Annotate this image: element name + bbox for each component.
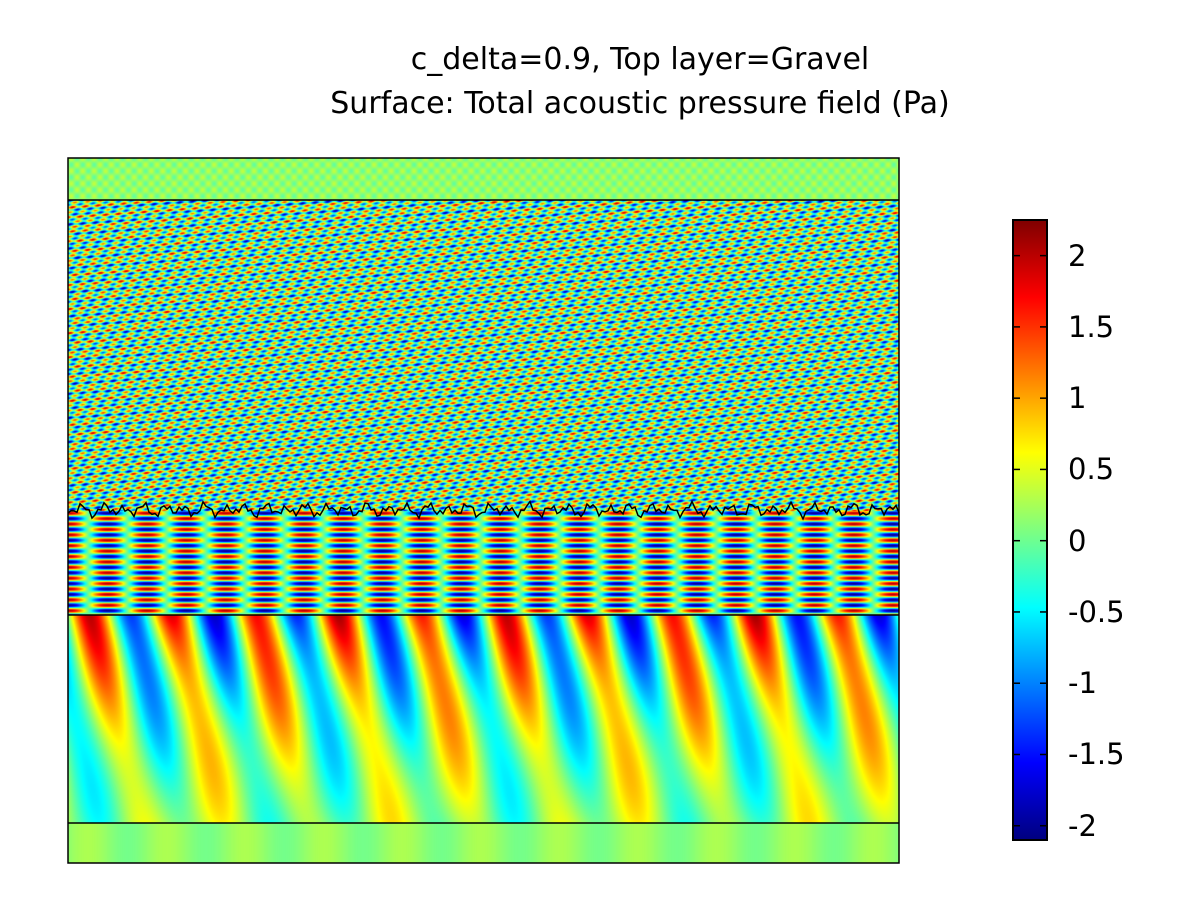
rough-interface-line: [67, 499, 900, 521]
colorbar-tick-label: -0.5: [1068, 594, 1125, 629]
colorbar-tick-label: -1.5: [1068, 737, 1125, 772]
colorbar-tick-label: 1.5: [1068, 309, 1115, 344]
chart-subtitle: Surface: Total acoustic pressure field (…: [330, 86, 950, 121]
colorbar-tick-label: -1: [1068, 666, 1097, 701]
layer-boundaries: [67, 199, 900, 824]
pressure-field: [68, 158, 899, 863]
colorbar-tick-label: 1: [1068, 381, 1087, 416]
pressure-field-image: [68, 158, 899, 863]
colorbar-tick-label: 0.5: [1068, 452, 1115, 487]
chart-title: c_delta=0.9, Top layer=Gravel: [410, 42, 870, 77]
plot-frame: [67, 157, 900, 864]
colorbar-ticks: [1013, 254, 1047, 827]
colorbar-tick-label: 2: [1068, 238, 1087, 273]
colorbar-tick-label: 0: [1068, 523, 1087, 558]
colorbar-tick-label: -2: [1068, 808, 1097, 843]
colorbar-bar: [1012, 219, 1048, 841]
colorbar: [1012, 219, 1048, 841]
